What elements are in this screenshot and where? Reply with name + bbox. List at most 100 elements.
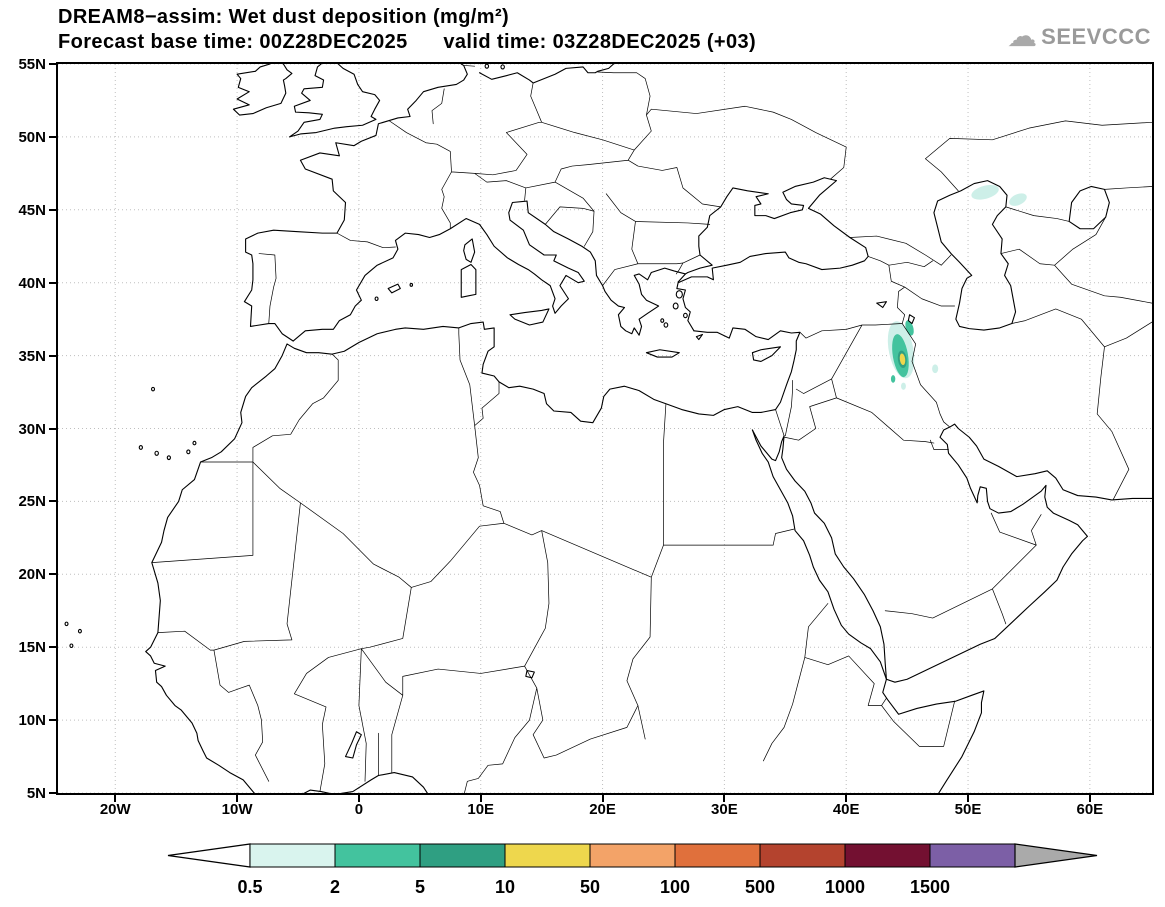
colorbar-label: 5 [415, 877, 425, 897]
lon-tick-label: 20E [589, 801, 616, 818]
lat-tick-mark [49, 354, 56, 357]
lon-tick-mark [357, 795, 360, 802]
colorbar-cell [674, 843, 761, 868]
lon-tick-mark [967, 795, 970, 802]
seevccc-logo: ☁ SEEVCCC [1007, 22, 1151, 52]
island-cyprus [752, 347, 780, 362]
island-sicily [510, 309, 549, 325]
lat-tick-label: 20N [18, 566, 46, 584]
coast-aral-sea [1069, 186, 1109, 228]
colorbar-cell [589, 843, 676, 868]
lake-volta [346, 732, 362, 758]
borders-north-africa [152, 328, 794, 739]
colorbar-right-arrow [1014, 843, 1098, 868]
dust-deposition-spot [890, 375, 896, 383]
lake-van [877, 302, 887, 308]
coast-mediterranean-europe [293, 201, 685, 341]
lat-tick-mark [49, 719, 56, 722]
dust-deposition-spot [1009, 193, 1027, 206]
cloud-icon: ☁ [1007, 20, 1038, 53]
lake-chad [526, 671, 535, 678]
lat-tick-label: 50N [18, 128, 46, 146]
lat-tick-label: 55N [18, 56, 46, 73]
colorbar-cell [419, 843, 506, 868]
lon-tick-mark [1088, 795, 1091, 802]
lat-tick-mark [49, 208, 56, 211]
logo-text: SEEVCCC [1041, 24, 1151, 49]
grid-layer [58, 64, 1152, 793]
lat-tick-label: 15N [18, 639, 46, 657]
lat-tick-label: 5N [26, 785, 46, 802]
colorbar-cell [334, 843, 421, 868]
lat-tick-mark [49, 281, 56, 284]
coast-atlantic-europe [244, 64, 467, 341]
dust-deposition-spot [899, 353, 906, 366]
colorbar-label: 2 [330, 877, 340, 897]
colorbar-cell [504, 843, 591, 868]
coast-blacksea-turkey [677, 178, 868, 331]
coast-ireland [233, 64, 291, 115]
coast-britain [289, 64, 379, 137]
coastlines [65, 64, 1152, 793]
map-frame [56, 62, 1154, 795]
colorbar-left-arrow [167, 843, 251, 868]
lat-tick-mark [49, 427, 56, 430]
lat-tick-mark [49, 646, 56, 649]
colorbar-cell [844, 843, 931, 868]
coast-arabia [782, 427, 1088, 682]
lat-tick-mark [49, 573, 56, 576]
lon-tick-label: 60E [1076, 801, 1104, 818]
colorbar-label: 1000 [825, 877, 865, 897]
colorbar-label: 0.5 [237, 877, 262, 897]
lon-tick-label: 10W [221, 801, 253, 818]
lat-tick-label: 10N [18, 712, 46, 730]
island-corsica [464, 239, 475, 262]
coast-caspian-sea [934, 181, 1016, 330]
colorbar: 0.5 2 5 10 50 100 500 1000 1500 [167, 843, 1098, 897]
coast-sinai [752, 430, 784, 461]
chart-subtitle: Forecast base time: 00Z28DEC2025 valid t… [58, 31, 757, 53]
lon-tick-mark [236, 795, 239, 802]
island-rhodes [696, 334, 702, 339]
lat-tick-mark [49, 135, 56, 138]
lon-tick-label: 10E [467, 801, 495, 818]
lat-tick-label: 35N [18, 347, 46, 365]
map-layer [58, 64, 1152, 793]
coast-redsea-horn [752, 430, 983, 793]
dust-deposition-layer [887, 185, 1027, 390]
lat-tick-mark [49, 500, 56, 503]
colorbar-label: 50 [580, 877, 600, 897]
lon-tick-label: 30E [711, 801, 738, 818]
borders-west-africa [158, 503, 638, 793]
small-islands [65, 64, 687, 647]
lon-tick-mark [601, 795, 604, 802]
borders-west-europe [259, 65, 634, 323]
lat-tick-mark [49, 63, 56, 65]
dust-deposition-spot [971, 185, 999, 200]
island-crete [646, 350, 679, 357]
coast-baltic [480, 64, 614, 83]
colorbar-label: 500 [745, 877, 775, 897]
dust-deposition-spot [932, 364, 939, 374]
colorbar-cell [759, 843, 846, 868]
lat-tick-mark [49, 792, 56, 794]
colorbar-label: 10 [495, 877, 515, 897]
lake-urmia [908, 315, 914, 324]
lat-tick-label: 45N [18, 201, 46, 219]
lat-tick-label: 30N [18, 420, 46, 438]
lat-tick-label: 40N [18, 274, 46, 292]
island-mallorca [388, 284, 400, 293]
borders-balkans-east-europe [526, 72, 846, 286]
colorbar-cell [249, 843, 336, 868]
title-block: DREAM8−assim: Wet dust deposition (mg/m²… [58, 5, 756, 55]
country-borders [152, 65, 1152, 793]
lat-tick-label: 25N [18, 493, 46, 511]
borders-horn-of-africa [763, 603, 954, 760]
colorbar-label: 100 [660, 877, 690, 897]
borders-central-asia [925, 121, 1152, 500]
colorbar-label: 1500 [910, 877, 950, 897]
colorbar-cell [929, 843, 1016, 868]
lon-tick-label: 40E [832, 801, 860, 818]
borders-arabia-south [885, 513, 1041, 624]
